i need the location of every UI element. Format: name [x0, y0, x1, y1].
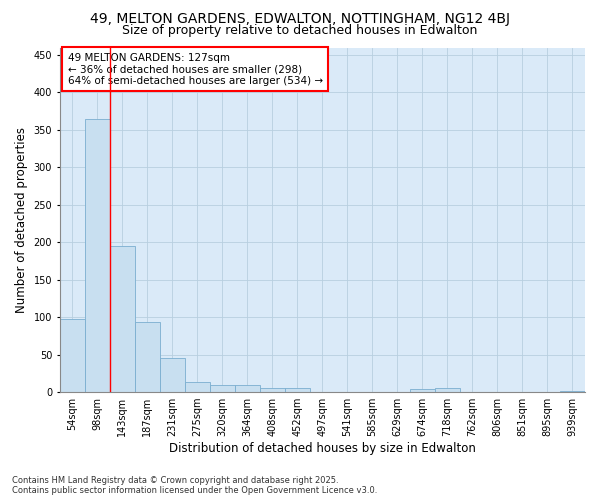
Text: 49, MELTON GARDENS, EDWALTON, NOTTINGHAM, NG12 4BJ: 49, MELTON GARDENS, EDWALTON, NOTTINGHAM… [90, 12, 510, 26]
Bar [410, 389, 435, 392]
Text: 49 MELTON GARDENS: 127sqm
← 36% of detached houses are smaller (298)
64% of semi: 49 MELTON GARDENS: 127sqm ← 36% of detac… [68, 52, 323, 86]
Bar [85, 118, 110, 392]
Bar [260, 388, 285, 392]
Bar [60, 318, 85, 392]
Bar [435, 388, 460, 392]
Bar [160, 358, 185, 392]
Bar [210, 384, 235, 392]
Bar [285, 388, 310, 392]
Bar [235, 386, 260, 392]
Bar [110, 246, 135, 392]
X-axis label: Distribution of detached houses by size in Edwalton: Distribution of detached houses by size … [169, 442, 476, 455]
Bar [185, 382, 210, 392]
Text: Size of property relative to detached houses in Edwalton: Size of property relative to detached ho… [122, 24, 478, 37]
Y-axis label: Number of detached properties: Number of detached properties [15, 127, 28, 313]
Bar [135, 322, 160, 392]
Text: Contains HM Land Registry data © Crown copyright and database right 2025.
Contai: Contains HM Land Registry data © Crown c… [12, 476, 377, 495]
